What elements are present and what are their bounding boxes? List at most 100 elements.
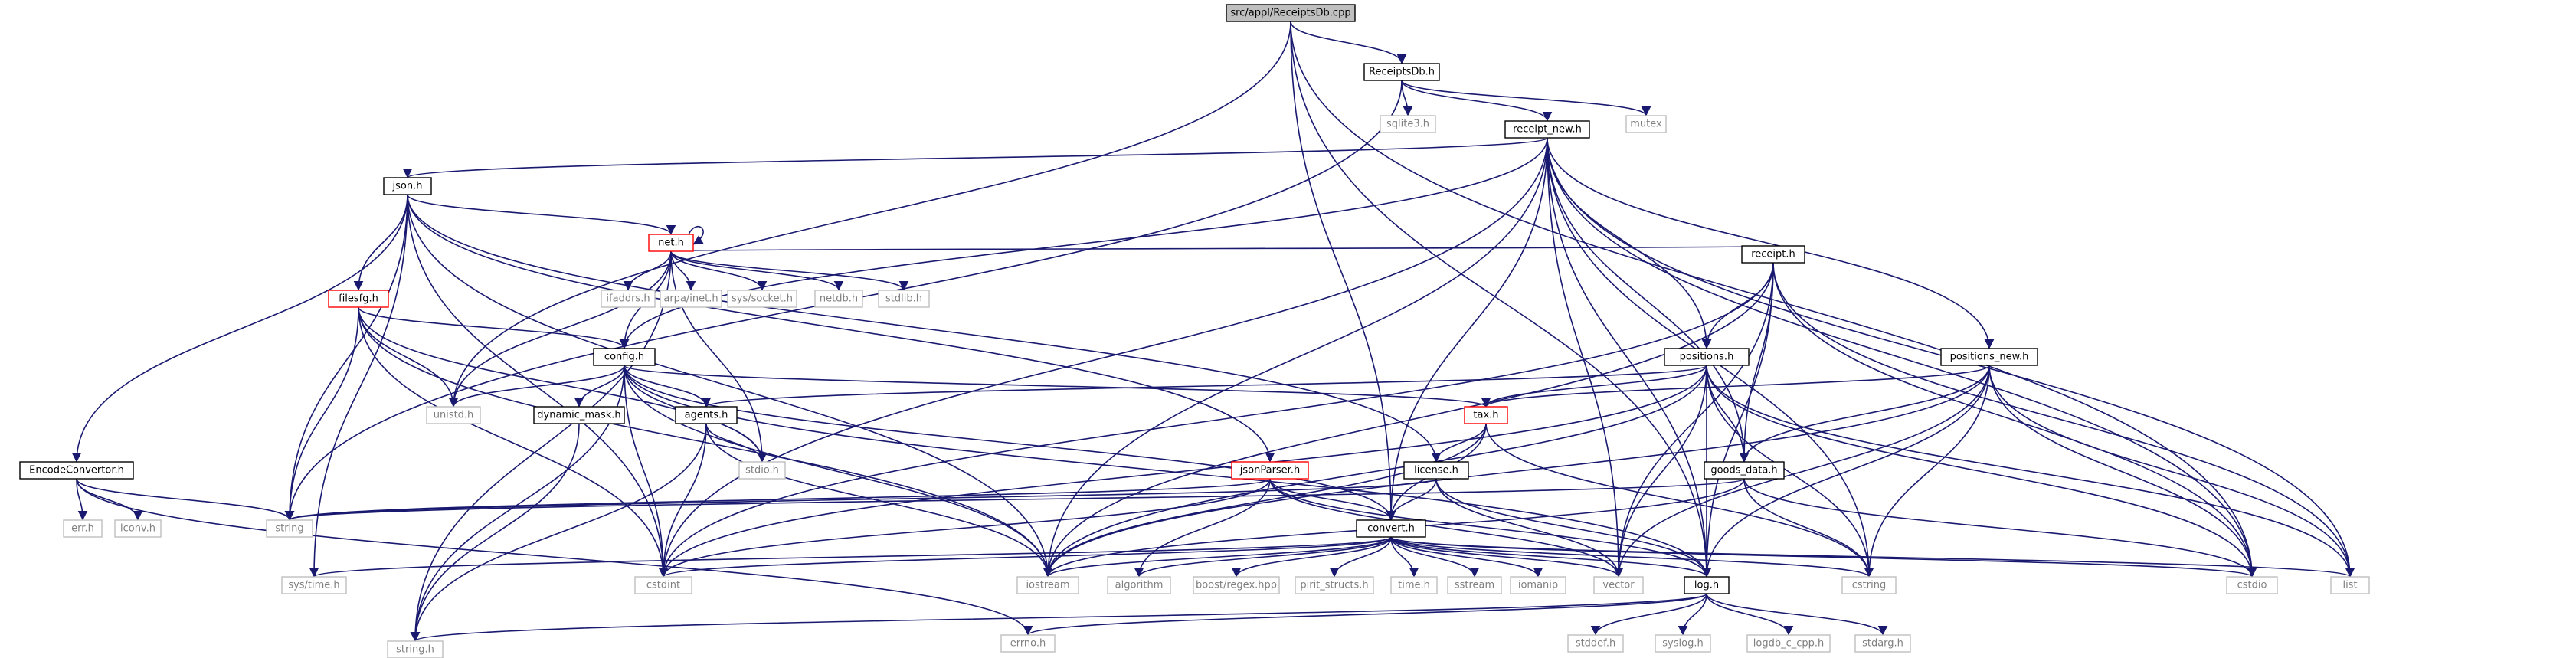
edge-receipt_new_h-to-log_h xyxy=(1547,137,1712,578)
edge-positions_h-to-cstdint xyxy=(658,365,1707,578)
edge-log_h-to-logdb_c_cpp_h xyxy=(1706,593,1794,636)
node-label: vector xyxy=(1602,580,1635,591)
node-filesfg-h[interactable]: filesfg.h xyxy=(328,290,389,308)
edge-receipt_h-to-log_h xyxy=(1701,262,1774,578)
edge-convert_h-to-cstdint xyxy=(659,536,1392,578)
node-box xyxy=(1193,576,1280,594)
edge-config_h-to-iostream xyxy=(624,365,1053,578)
node-agents-h[interactable]: agents.h xyxy=(675,406,738,424)
node-receipt-new-h[interactable]: receipt_new.h xyxy=(1504,120,1590,139)
edge-receipt_h-to-vector xyxy=(1613,262,1774,578)
node-stdio-h: stdio.h xyxy=(738,461,786,480)
node-box xyxy=(1504,120,1590,139)
edge-filesfg_h-to-string xyxy=(284,306,359,521)
edge-tax_h-to-iostream xyxy=(1043,423,1487,578)
node-label: string.h xyxy=(396,644,434,656)
edge-log_h-to-syslog_h xyxy=(1678,593,1707,636)
edge-config_h-to-cstdint xyxy=(624,365,669,578)
node-box xyxy=(1593,576,1644,594)
edge-convert_h-to-log_h xyxy=(1390,536,1712,578)
node-box xyxy=(1854,634,1911,653)
node-box xyxy=(63,519,103,538)
edge-ReceiptsDb_cpp-to-ReceiptsDb_h xyxy=(1290,21,1407,64)
edge-json_h-to-iostream xyxy=(407,194,1053,578)
node-receiptsdb-cpp[interactable]: src/appl/ReceiptsDb.cpp xyxy=(1226,4,1356,22)
edge-positions_new_h-to-tax_h xyxy=(1481,365,1990,408)
node-positions-h[interactable]: positions.h xyxy=(1664,348,1750,366)
node-json-h[interactable]: json.h xyxy=(383,177,432,195)
node-box xyxy=(601,290,656,308)
edge-license_h-to-string xyxy=(285,478,1437,521)
node-list: list xyxy=(2330,576,2370,594)
node-label: stddef.h xyxy=(1576,638,1615,650)
edge-goods_data_h-to-cstdio xyxy=(1743,478,2257,578)
node-label: src/appl/ReceiptsDb.cpp xyxy=(1230,8,1350,19)
node-encodeconvertor-h[interactable]: EncodeConvertor.h xyxy=(19,461,134,480)
node-box xyxy=(1841,576,1897,594)
edge-EncodeConvertor_h-to-err_h xyxy=(76,478,88,521)
edge-ReceiptsDb_cpp-to-convert_h xyxy=(1290,21,1396,521)
edge-positions_h-to-vector xyxy=(1613,365,1707,578)
edge-jsonParser_h-to-vector xyxy=(1269,478,1624,578)
node-cstdint: cstdint xyxy=(634,576,692,594)
node-label: sys/time.h xyxy=(288,580,339,591)
node-box xyxy=(1464,406,1508,424)
node-label: tax.h xyxy=(1473,410,1498,421)
node-dynamic-mask-h[interactable]: dynamic_mask.h xyxy=(533,406,625,424)
node-tax-h[interactable]: tax.h xyxy=(1464,406,1508,424)
node-stdlib-h: stdlib.h xyxy=(878,290,930,308)
node-box xyxy=(738,461,786,480)
node-license-h[interactable]: license.h xyxy=(1403,461,1469,480)
node-label: boost/regex.hpp xyxy=(1196,580,1277,591)
edge-positions_new_h-to-log_h xyxy=(1701,365,1990,578)
node-box xyxy=(1704,461,1785,480)
node-err-h: err.h xyxy=(63,519,103,538)
node-box xyxy=(387,640,444,658)
node-iostream: iostream xyxy=(1016,576,1079,594)
node-label: receipt_new.h xyxy=(1513,124,1582,136)
edge-receipt_h-to-list xyxy=(1772,262,2355,578)
edge-net_h-to-ifaddrs_h xyxy=(623,250,672,291)
node-label: string xyxy=(275,523,303,535)
edge-convert_h-to-iostream xyxy=(1043,536,1392,578)
node-label: errno.h xyxy=(1010,638,1046,650)
node-box xyxy=(1363,63,1440,81)
edge-receipt_new_h-to-goods_data_h xyxy=(1547,137,1750,463)
node-receiptsdb-h[interactable]: ReceiptsDb.h xyxy=(1363,63,1440,81)
node-box xyxy=(1390,576,1438,594)
edge-net_h-to-unistd_h xyxy=(448,250,672,408)
node-label: netdb.h xyxy=(820,293,858,305)
node-label: err.h xyxy=(71,523,94,535)
node-convert-h[interactable]: convert.h xyxy=(1356,519,1426,538)
node-jsonparser-h[interactable]: jsonParser.h xyxy=(1231,461,1309,480)
node-label: convert.h xyxy=(1367,523,1415,535)
node-receipt-h[interactable]: receipt.h xyxy=(1741,245,1805,264)
node-box xyxy=(675,406,738,424)
node-box xyxy=(727,290,797,308)
node-syslog-h: syslog.h xyxy=(1655,634,1711,653)
node-box xyxy=(660,290,722,308)
edge-receipt_h-to-positions_h xyxy=(1701,262,1774,349)
node-box xyxy=(2226,576,2278,594)
node-label: filesfg.h xyxy=(339,293,378,305)
node-label: arpa/inet.h xyxy=(663,293,718,305)
node-box xyxy=(1447,576,1502,594)
node-box xyxy=(1380,115,1436,133)
node-goods-data-h[interactable]: goods_data.h xyxy=(1704,461,1785,480)
edge-receipt_new_h-to-cstdio xyxy=(1547,137,2257,578)
node-logdb-c-cpp-h: logdb_c_cpp.h xyxy=(1746,634,1831,653)
node-vector: vector xyxy=(1593,576,1644,594)
edge-convert_h-to-boost_regex_hpp xyxy=(1231,536,1392,578)
node-box xyxy=(266,519,313,538)
edge-json_h-to-sys_time_h xyxy=(309,194,408,578)
node-box xyxy=(648,234,694,252)
node-label: time.h xyxy=(1398,580,1430,591)
node-box xyxy=(19,461,134,480)
node-net-h[interactable]: net.h xyxy=(648,234,694,252)
node-config-h[interactable]: config.h xyxy=(593,348,656,366)
node-label: cstdint xyxy=(646,580,680,591)
node-log-h[interactable]: log.h xyxy=(1684,576,1730,594)
node-positions-new-h[interactable]: positions_new.h xyxy=(1940,348,2038,366)
node-label: ReceiptsDb.h xyxy=(1369,67,1435,78)
